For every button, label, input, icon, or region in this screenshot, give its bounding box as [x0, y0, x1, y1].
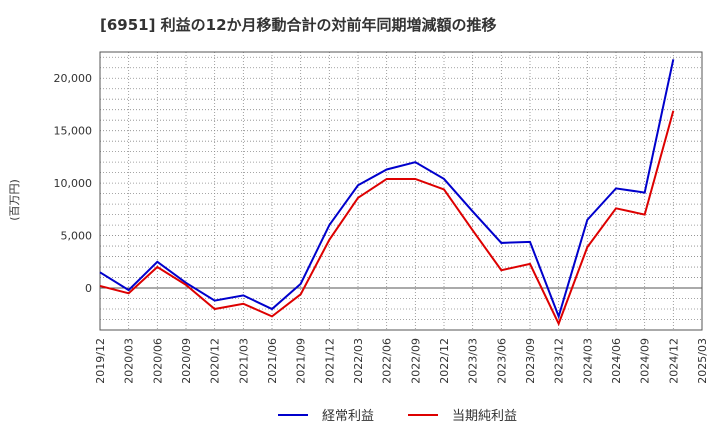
- x-tick-label: 2021/12: [323, 338, 336, 384]
- axis-layer: 0 5,000 10,000 15,000 20,000 2019/12 2020/03 20…: [54, 51, 709, 384]
- x-tick-label: 2024/06: [610, 338, 623, 384]
- y-tick-label: 15,000: [54, 125, 93, 138]
- x-tick-label: 2024/09: [639, 338, 652, 384]
- x-tick-label: 2025/03: [696, 338, 709, 384]
- x-tick-label: 2021/03: [237, 338, 250, 384]
- x-tick-label: 2023/09: [524, 338, 537, 384]
- x-tick-label: 2020/12: [209, 338, 222, 384]
- y-axis-label: (百万円): [8, 179, 21, 221]
- y-tick-label: 5,000: [61, 230, 93, 243]
- legend-label-toki-junrieki: 当期純利益: [452, 409, 517, 424]
- plot-frame: [99, 51, 703, 331]
- series-layer: [99, 59, 675, 327]
- x-tick-label: 2022/03: [352, 338, 365, 384]
- x-tick-label: 2021/09: [295, 338, 308, 384]
- x-tick-label: 2023/06: [495, 338, 508, 384]
- x-tick-label: 2020/03: [123, 338, 136, 384]
- chart-title: [6951] 利益の12か月移動合計の対前年同期増減額の推移: [100, 16, 497, 34]
- x-tick-label: 2024/03: [581, 338, 594, 384]
- x-tick-label: 2020/09: [180, 338, 193, 384]
- x-tick-label: 2022/06: [381, 338, 394, 384]
- x-tick-label: 2022/12: [438, 338, 451, 384]
- y-tick-label: 10,000: [54, 177, 93, 190]
- y-tick-label: 0: [85, 282, 92, 295]
- x-tick-label: 2019/12: [94, 338, 107, 384]
- legend: 経常利益 当期純利益: [278, 409, 517, 424]
- y-tick-label: 20,000: [54, 72, 93, 85]
- x-tick-label: 2023/03: [467, 338, 480, 384]
- x-tick-label: 2020/06: [151, 338, 164, 384]
- x-tick-label: 2024/12: [667, 338, 680, 384]
- legend-label-keijo-rieki: 経常利益: [322, 409, 374, 424]
- x-tick-label: 2022/09: [409, 338, 422, 384]
- x-tick-label: 2023/12: [553, 338, 566, 384]
- x-tick-label: 2021/06: [266, 338, 279, 384]
